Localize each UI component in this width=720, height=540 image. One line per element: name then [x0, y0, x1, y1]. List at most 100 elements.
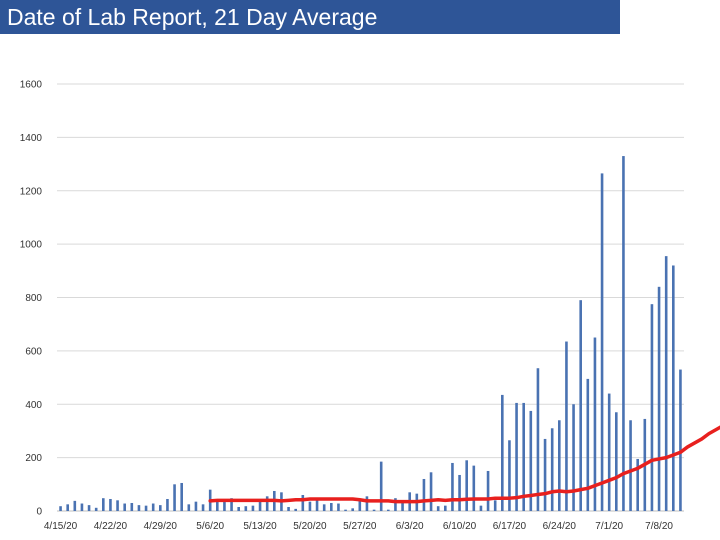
bar: [159, 505, 162, 511]
bar: [151, 503, 155, 511]
y-tick-label: 200: [25, 453, 42, 464]
bar: [80, 503, 84, 511]
bar: [465, 460, 468, 511]
bar: [550, 428, 554, 511]
y-tick-label: 1400: [20, 133, 43, 144]
x-tick-label: 5/20/20: [293, 521, 327, 532]
average-line-layer: [208, 425, 720, 504]
bar: [216, 500, 219, 511]
bar: [615, 412, 618, 511]
x-tick-label: 4/15/20: [44, 521, 78, 532]
bar: [94, 507, 98, 511]
x-tick-label: 7/1/20: [595, 521, 623, 532]
bar: [607, 393, 611, 511]
bar: [73, 500, 77, 511]
bar: [351, 508, 354, 511]
y-tick-label: 1600: [20, 80, 43, 91]
bar: [458, 474, 461, 511]
bar: [251, 505, 255, 511]
bar: [543, 438, 547, 511]
bar: [365, 496, 369, 511]
bar: [123, 503, 126, 511]
bar: [180, 482, 183, 511]
bar: [629, 420, 632, 511]
y-tick-label: 800: [25, 293, 42, 304]
bar: [66, 504, 69, 511]
x-tick-label: 5/6/20: [196, 521, 224, 532]
bar: [622, 156, 625, 511]
bar: [301, 494, 305, 511]
bar: [187, 504, 191, 511]
bar: [116, 500, 119, 511]
bar: [679, 369, 682, 511]
x-axis-ticks: 4/15/20 4/22/20 4/29/20 5/6/20 5/13/20 5/20/2…: [44, 521, 674, 532]
bar: [344, 509, 347, 511]
bar: [650, 304, 654, 511]
bar: [173, 484, 176, 511]
bar: [166, 498, 169, 511]
gridlines: [57, 83, 684, 512]
x-tick-label: 4/22/20: [94, 521, 128, 532]
bar: [586, 378, 590, 511]
x-tick-label: 6/10/20: [443, 521, 477, 532]
y-tick-label: 600: [25, 346, 42, 357]
bar: [522, 402, 525, 511]
average-line: [208, 425, 720, 504]
y-tick-label: 400: [25, 400, 42, 411]
bar: [237, 507, 240, 511]
bar: [422, 478, 426, 511]
bar: [593, 337, 597, 511]
y-tick-label: 0: [36, 507, 42, 518]
bar: [201, 504, 205, 511]
x-tick-label: 6/3/20: [396, 521, 424, 532]
bar: [444, 505, 447, 511]
bar: [529, 410, 533, 511]
bar: [565, 341, 568, 511]
bar: [479, 505, 483, 511]
bar: [258, 501, 262, 511]
bar: [337, 503, 340, 511]
bar: [387, 509, 390, 511]
y-axis-ticks: 0 200 400 600 800 1000 1200 1400 1600: [20, 80, 43, 518]
bar: [472, 465, 476, 511]
bar: [401, 500, 404, 511]
y-tick-label: 1000: [20, 240, 43, 251]
bar: [330, 502, 333, 511]
bar: [308, 501, 312, 511]
x-tick-label: 5/13/20: [243, 521, 277, 532]
x-tick-label: 4/29/20: [144, 521, 178, 532]
bar: [294, 508, 297, 511]
bar: [194, 501, 198, 511]
bar: [579, 300, 582, 511]
bar: [636, 458, 639, 511]
bar: [137, 505, 141, 511]
bar: [244, 506, 248, 511]
bar: [672, 265, 675, 511]
bar: [429, 472, 433, 511]
bar: [501, 394, 504, 511]
bar: [379, 461, 383, 511]
bar: [572, 404, 575, 511]
bar: [558, 420, 561, 511]
bar: [287, 507, 290, 511]
bar: [265, 496, 269, 511]
bar: [109, 498, 112, 511]
bar: [508, 440, 511, 511]
daily-bars: [59, 156, 682, 511]
bar: [322, 504, 326, 511]
bar: [315, 498, 319, 511]
bar: [515, 402, 518, 511]
bar: [451, 462, 454, 511]
bar: [87, 505, 91, 511]
bar: [59, 506, 62, 511]
bar: [358, 498, 362, 511]
x-tick-label: 7/8/20: [645, 521, 673, 532]
bar: [493, 500, 497, 511]
bar: [130, 502, 134, 511]
bar: [664, 256, 668, 511]
bar: [486, 470, 490, 511]
bar: [372, 509, 376, 511]
x-tick-label: 5/27/20: [343, 521, 377, 532]
bar: [536, 368, 540, 511]
x-tick-label: 6/17/20: [493, 521, 527, 532]
